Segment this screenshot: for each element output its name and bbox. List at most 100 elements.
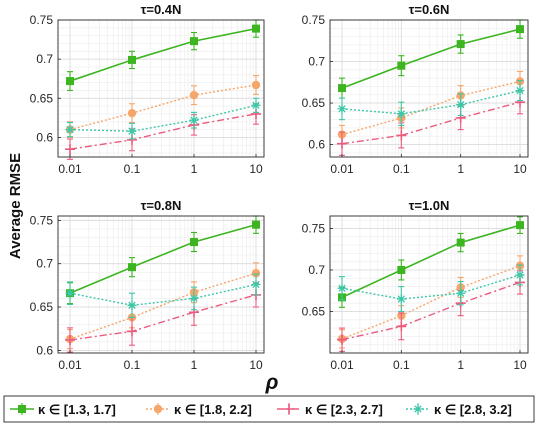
x-tick-label: 10 [249,162,263,176]
series-4 [65,273,261,318]
subplot-title: τ=0.6N [409,2,450,17]
series-4 [337,264,525,313]
legend-label: κ ∈ [2.3, 2.7] [305,402,383,417]
y-tick-label: 0.65 [30,300,54,314]
y-tick-label: 0.65 [302,304,326,318]
data-point [456,238,465,247]
series-1 [66,19,260,92]
x-tick-label: 0.1 [393,358,410,372]
legend-label: κ ∈ [1.3, 1.7] [38,402,116,417]
x-tick-label: 0.01 [58,358,82,372]
series-4 [65,97,261,140]
data-point [189,90,199,100]
series-line [341,265,521,340]
x-tick-label: 0.01 [330,358,354,372]
y-tick-label: 0.75 [30,13,54,27]
series-line [341,28,521,89]
data-point [65,288,75,298]
data-point [396,109,406,119]
series-1 [338,19,524,99]
series-line [69,84,257,131]
data-point [251,100,261,110]
y-tick-label: 0.6 [308,138,325,152]
data-point [127,108,137,118]
axes-frame [57,19,265,158]
data-point [456,40,465,49]
series-line [341,89,521,115]
data-point [396,130,407,141]
data-point [516,221,524,230]
y-tick-label: 0.7 [308,263,325,277]
data-point [397,265,406,274]
x-tick-label: 1 [191,358,198,372]
x-axis-label: ρ [265,371,279,394]
data-point [251,280,261,289]
legend-entry: κ ∈ [1.3, 1.7] [10,402,116,417]
x-tick-label: 1 [457,162,464,176]
series-line [341,281,521,341]
x-tick-label: 1 [457,358,464,372]
legend-marker [18,405,26,413]
subplot-title: τ=0.8N [141,198,182,213]
subplot-title: τ=1.0N [409,198,450,213]
data-point [396,294,406,304]
data-point [337,334,347,345]
y-tick-label: 0.6 [36,130,53,144]
data-point [189,115,199,125]
series-line [69,223,257,294]
data-point [128,55,136,64]
data-point [190,37,198,46]
series-line [69,294,257,341]
subplot-1: 0.01 0.1 1 10 0.6 0.65 0.7 0.75 τ=0.4N [30,2,265,176]
plot-area [58,20,264,157]
data-point [65,125,75,135]
data-point [65,144,75,155]
subplot-4: 0.01 0.1 1 10 0.65 0.7 0.75 τ=1.0N [302,198,529,372]
x-tick-label: 1 [191,162,198,176]
series-line [341,80,521,136]
data-point [251,269,261,278]
y-tick-label: 0.6 [36,343,53,357]
data-point [189,293,199,303]
legend-entry: κ ∈ [2.8, 3.2] [406,402,512,417]
legend-entry: κ ∈ [2.3, 2.7] [277,402,383,417]
data-point [190,238,198,247]
x-tick-label: 10 [513,358,527,372]
x-tick-label: 10 [513,162,527,176]
legend-box [3,395,535,423]
legend-entry: κ ∈ [1.8, 2.2] [146,402,252,417]
data-point [252,220,260,229]
data-point [456,288,466,298]
legend: κ ∈ [1.3, 1.7] κ ∈ [1.8, 2.2] κ ∈ [2.3, 2.… [3,395,535,423]
data-point [456,100,466,110]
legend-label: κ ∈ [2.8, 3.2] [434,402,512,417]
subplot-2: 0.01 0.1 1 10 0.6 0.65 0.7 0.75 τ=0.6N [302,2,529,176]
data-point [65,334,75,345]
data-point [128,263,136,272]
series-line [69,104,257,132]
y-tick-label: 0.7 [36,257,53,271]
x-tick-label: 0.01 [330,162,354,176]
series-line [69,283,257,307]
data-point [127,126,137,136]
series-line [69,113,257,150]
plot-area [330,20,528,157]
y-tick-label: 0.7 [308,55,325,69]
y-tick-label: 0.75 [302,221,326,235]
legend-marker [413,404,423,414]
data-point [515,86,525,96]
axes-frame [329,19,529,158]
legend-marker [284,404,294,414]
data-point [252,24,260,33]
axes-frame [329,215,529,354]
series-line [341,101,521,145]
data-point [396,321,407,332]
x-tick-label: 0.1 [124,162,141,176]
data-point [337,283,347,293]
x-tick-label: 0.1 [393,162,410,176]
data-point [66,77,74,86]
data-point [251,80,261,90]
series-4 [337,80,525,126]
